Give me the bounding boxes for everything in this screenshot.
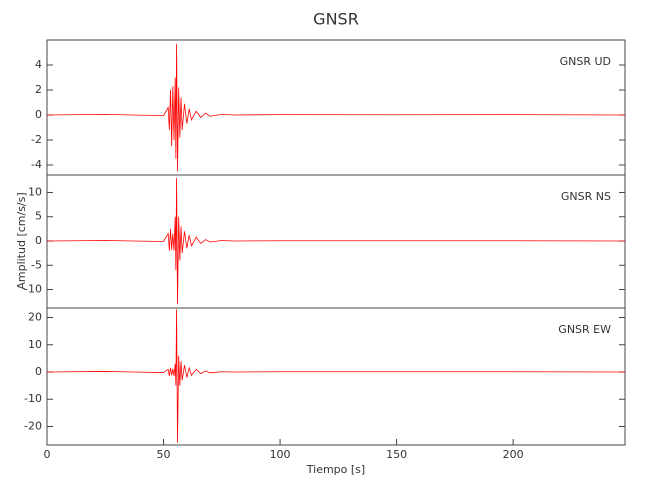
y-tick-label: 0 <box>35 365 42 378</box>
panel-frame <box>46 307 626 446</box>
trace-label: GNSR NS <box>561 190 611 203</box>
y-tick-label: -4 <box>31 158 42 171</box>
y-tick-label: -5 <box>31 258 42 271</box>
waveform <box>46 177 626 305</box>
x-tick-label: 200 <box>503 448 524 461</box>
panel-frame <box>46 174 626 309</box>
chart-title: GNSR <box>313 10 359 29</box>
y-tick-label: 4 <box>35 58 42 71</box>
y-tick-label: -10 <box>24 392 42 405</box>
y-tick-label: 10 <box>28 185 42 198</box>
x-tick-label: 50 <box>157 448 171 461</box>
x-axis-label: Tiempo [s] <box>306 463 365 476</box>
y-tick-label: 10 <box>28 338 42 351</box>
y-tick-label: -2 <box>31 133 42 146</box>
waveform <box>46 43 626 172</box>
x-tick-label: 0 <box>44 448 51 461</box>
y-tick-label: 0 <box>35 108 42 121</box>
x-tick-label: 150 <box>386 448 407 461</box>
panel-frame <box>46 39 626 176</box>
y-axis-label: Amplitud [cm/s/s] <box>15 192 28 289</box>
waveform <box>46 309 626 443</box>
y-tick-label: 5 <box>35 210 42 223</box>
y-tick-label: -20 <box>24 419 42 432</box>
y-tick-label: -10 <box>24 283 42 296</box>
y-tick-label: 2 <box>35 83 42 96</box>
x-tick-label: 100 <box>270 448 291 461</box>
y-tick-label: 20 <box>28 311 42 324</box>
y-tick-label: 0 <box>35 234 42 247</box>
trace-label: GNSR EW <box>558 323 611 336</box>
trace-label: GNSR UD <box>560 55 611 68</box>
